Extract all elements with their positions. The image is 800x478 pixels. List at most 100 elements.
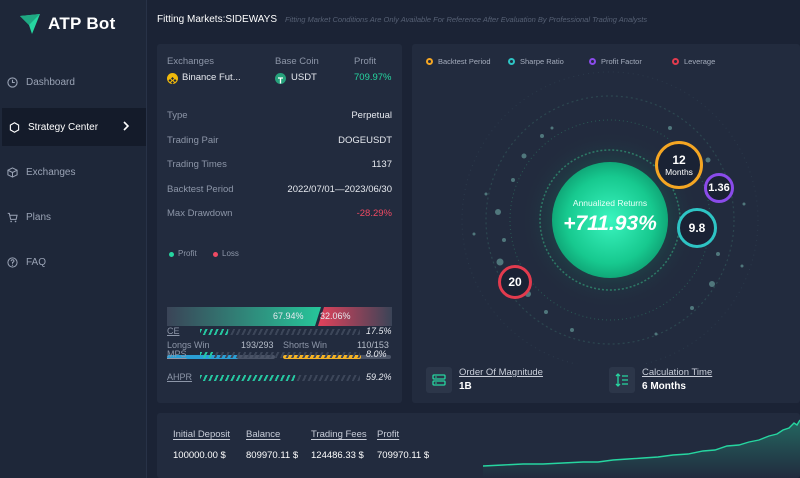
mps-bar [200,352,360,358]
base-coin-label: Base Coin [275,56,319,67]
exchanges-label: Exchanges [167,56,215,67]
trading-fees-label: Trading Fees [311,429,367,440]
mps-value: 8.0% [366,349,387,359]
orbit-decoration [461,71,759,364]
binance-icon [167,73,178,84]
ring-icon [426,58,433,65]
balance-label: Balance [246,429,281,440]
legend-label: Leverage [684,57,716,66]
mps-label: MPS [167,349,187,359]
trading-times-value: 1137 [371,159,392,170]
magnitude-value: 1B [459,381,472,392]
max-drawdown-value: -28.29% [356,208,392,219]
sidebar-item-dashboard[interactable]: Dashboard [0,63,146,101]
ring-icon [589,58,596,65]
magnitude-icon [426,367,452,393]
magnitude-label: Order Of Magnitude [459,367,543,378]
logo-icon [20,14,40,34]
backtest-period-value: 2022/07/01—2023/06/30 [287,184,392,195]
loss-legend-dot [213,252,218,257]
legend-label: Profit Factor [601,57,642,66]
annualized-returns-value: +711.93% [563,212,657,235]
backtest-period-bubble-value: 12 [672,153,686,167]
legend-label: Sharpe Ratio [520,57,564,66]
profit-value: 709.97% [354,72,392,83]
sidebar-item-label: Exchanges [26,166,76,178]
clock-icon [6,76,18,88]
page-title: Fitting Markets:SIDEWAYS [157,14,278,25]
ce-bar [200,329,360,335]
trading-pair-label: Trading Pair [167,135,219,146]
trading-pair-value: DOGEUSDT [338,135,392,146]
ring-icon [672,58,679,65]
help-circle-icon [6,256,18,268]
usdt-icon [275,73,286,84]
bottom-profit-value: 709970.11 $ [377,450,430,461]
ce-label: CE [167,326,180,336]
profit-factor-bubble-value: 1.36 [708,182,730,194]
profit-loss-bar [167,307,392,326]
header-note: Fitting Market Conditions Are Only Avail… [285,15,648,24]
loss-pct: 32.06% [320,311,351,321]
loss-segment [318,307,392,326]
backtest-period-bubble-unit: Months [665,167,693,177]
sidebar-item-label: Dashboard [26,76,75,88]
ahpr-label: AHPR [167,372,193,382]
sidebar-item-label: Strategy Center [28,121,99,133]
balance-summary-panel: Initial Deposit 100000.00 $ Balance 8099… [157,413,800,478]
logo[interactable]: ATP Bot [18,12,116,36]
hexagon-icon [8,121,20,133]
ce-value: 17.5% [366,326,392,336]
cube-icon [6,166,18,178]
initial-deposit-value: 100000.00 $ [173,450,226,461]
performance-visual-panel: Backtest Period Sharpe Ratio Profit Fact… [412,44,800,403]
sidebar-item-label: FAQ [26,256,47,268]
base-coin-value: USDT [291,72,317,83]
profit-factor-bubble[interactable]: 1.36 [704,173,734,203]
sidebar-item-strategy-center[interactable]: Strategy Center [0,108,146,146]
profit-legend-label: Profit [178,249,197,258]
type-label: Type [167,110,188,121]
sidebar-item-exchanges[interactable]: Exchanges [0,153,146,191]
shorts-win-label: Shorts Win [283,340,328,350]
leverage-bubble[interactable]: 20 [498,265,532,299]
longs-win-label: Longs Win [167,340,210,350]
type-value: Perpetual [351,110,392,121]
ahpr-bar [200,375,360,381]
chevron-right-icon [123,121,130,131]
sharpe-ratio-bubble-value: 9.8 [688,221,706,235]
sidebar-item-label: Plans [26,211,52,223]
bottom-profit-label: Profit [377,429,400,440]
legend-profit-factor: Profit Factor [589,57,642,66]
calc-time-icon [609,367,635,393]
sharpe-ratio-bubble[interactable]: 9.8 [677,208,717,248]
sidebar: ATP Bot Dashboard Strategy Center Exchan… [0,0,147,478]
exchange-value: Binance Fut... [182,72,241,83]
backtest-period-label: Backtest Period [167,184,234,195]
equity-sparkline [483,419,800,478]
profit-label: Profit [354,56,377,67]
sidebar-item-plans[interactable]: Plans [0,198,146,236]
longs-win-value: 193/293 [241,340,274,350]
sidebar-item-faq[interactable]: FAQ [0,243,146,281]
backtest-period-bubble[interactable]: 12 Months [655,141,703,189]
app-name: ATP Bot [48,14,116,33]
profit-pct: 67.94% [273,311,304,321]
trading-times-label: Trading Times [167,159,227,170]
legend-backtest-period: Backtest Period [426,57,491,66]
profit-legend-dot [169,252,174,257]
loss-legend-label: Loss [222,249,239,258]
balance-value: 809970.11 $ [246,450,299,461]
ahpr-value: 59.2% [366,372,392,382]
profit-segment [167,307,321,326]
legend-sharpe-ratio: Sharpe Ratio [508,57,564,66]
calc-time-value: 6 Months [642,381,686,392]
ring-icon [508,58,515,65]
legend-leverage: Leverage [672,57,715,66]
calc-time-label: Calculation Time [642,367,713,378]
initial-deposit-label: Initial Deposit [173,429,231,440]
legend-label: Backtest Period [438,57,491,66]
cart-icon [6,211,18,223]
annualized-returns-label: Annualized Returns [572,198,648,208]
max-drawdown-label: Max Drawdown [167,208,233,219]
